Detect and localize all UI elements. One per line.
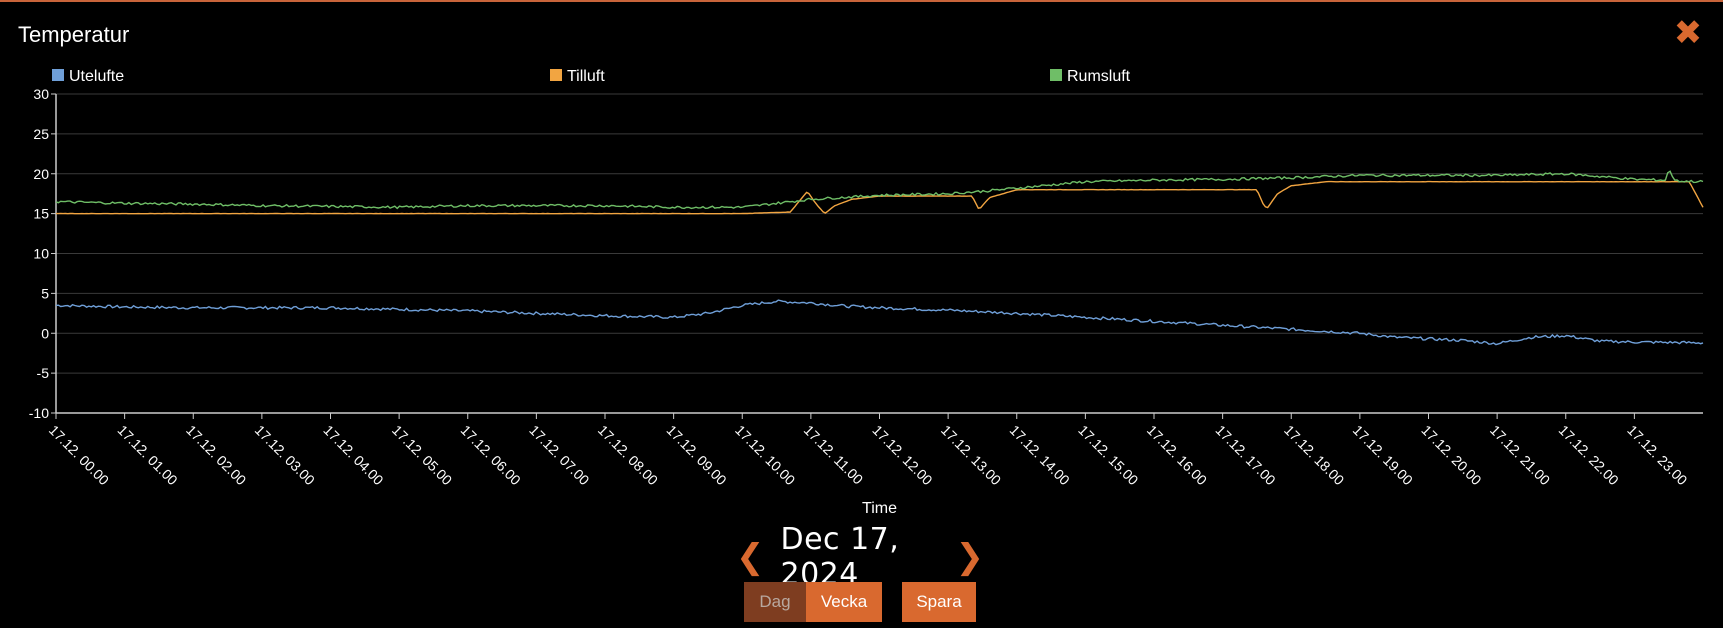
x-tick-label: 17.12. 17.00 [1213, 422, 1280, 489]
y-tick-label: 30 [33, 86, 49, 102]
y-tick-label: 0 [41, 325, 49, 341]
x-tick-label: 17.12. 06.00 [458, 422, 525, 489]
temperature-chart: -10 -5 0 5 10 15 20 25 30 17.12. 00.00 17.12. 01.0… [29, 68, 1704, 517]
series-line-tilluft [56, 180, 1704, 215]
week-button[interactable]: Vecka [806, 582, 882, 622]
x-tick-label: 17.12. 11.00 [801, 422, 867, 488]
y-tick-label: 25 [33, 126, 49, 142]
y-tick-label: 5 [41, 285, 49, 301]
x-tick-label: 17.12. 12.00 [869, 422, 936, 489]
x-tick-label: 17.12. 07.00 [526, 422, 593, 489]
x-tick-label: 17.12. 19.00 [1350, 422, 1417, 489]
x-tick-label: 17.12. 16.00 [1144, 422, 1211, 489]
legend-label-rumsluft: Rumsluft [1067, 68, 1131, 85]
legend-swatch-tilluft [550, 69, 562, 81]
save-button[interactable]: Spara [902, 582, 976, 622]
date-navigator: ❮ Dec 17, 2024 ❯ [730, 522, 990, 592]
x-tick-label: 17.12. 01.00 [115, 422, 182, 489]
legend-swatch-utelufte [52, 69, 64, 81]
x-tick-label: 17.12. 02.00 [183, 422, 250, 489]
x-tick-label: 17.12. 04.00 [320, 422, 387, 489]
x-tick-label: 17.12. 05.00 [389, 422, 456, 489]
legend-label-tilluft: Tilluft [567, 68, 605, 85]
x-tick-label: 17.12. 22.00 [1556, 422, 1623, 489]
y-tick-label: 20 [33, 166, 49, 182]
series-line-rumsluft [55, 170, 1704, 210]
legend-swatch-rumsluft [1050, 69, 1062, 81]
y-tick-label: 15 [33, 206, 49, 222]
y-tick-label: -10 [29, 405, 49, 421]
series-line-utelufte [55, 299, 1704, 346]
x-tick-label: 17.12. 09.00 [664, 422, 731, 489]
day-button[interactable]: Dag [744, 582, 806, 622]
x-tick-label: 17.12. 00.00 [46, 422, 113, 489]
x-tick-label: 17.12. 03.00 [252, 422, 319, 489]
x-tick-label: 17.12. 18.00 [1281, 422, 1348, 489]
x-tick-label: 17.12. 21.00 [1487, 422, 1554, 489]
x-tick-label: 17.12. 10.00 [732, 422, 799, 489]
chevron-left-icon[interactable]: ❮ [736, 538, 765, 576]
x-tick-label: 17.12. 08.00 [595, 422, 662, 489]
x-tick-label: 17.12. 13.00 [938, 422, 1005, 489]
close-icon[interactable]: ✖ [1673, 14, 1703, 52]
chevron-right-icon[interactable]: ❯ [955, 538, 985, 576]
period-buttons: Dag Vecka Spara [744, 582, 976, 622]
x-tick-label: 17.12. 20.00 [1418, 422, 1485, 489]
y-tick-label: -5 [37, 365, 50, 381]
legend-label-utelufte: Utelufte [69, 68, 124, 85]
x-tick-label: 17.12. 14.00 [1007, 422, 1074, 489]
x-tick-label: 17.12. 23.00 [1624, 422, 1691, 489]
y-tick-label: 10 [33, 246, 49, 262]
x-tick-label: 17.12. 15.00 [1075, 422, 1142, 489]
window-title: Temperatur [18, 22, 130, 47]
x-axis-label: Time [862, 500, 897, 517]
